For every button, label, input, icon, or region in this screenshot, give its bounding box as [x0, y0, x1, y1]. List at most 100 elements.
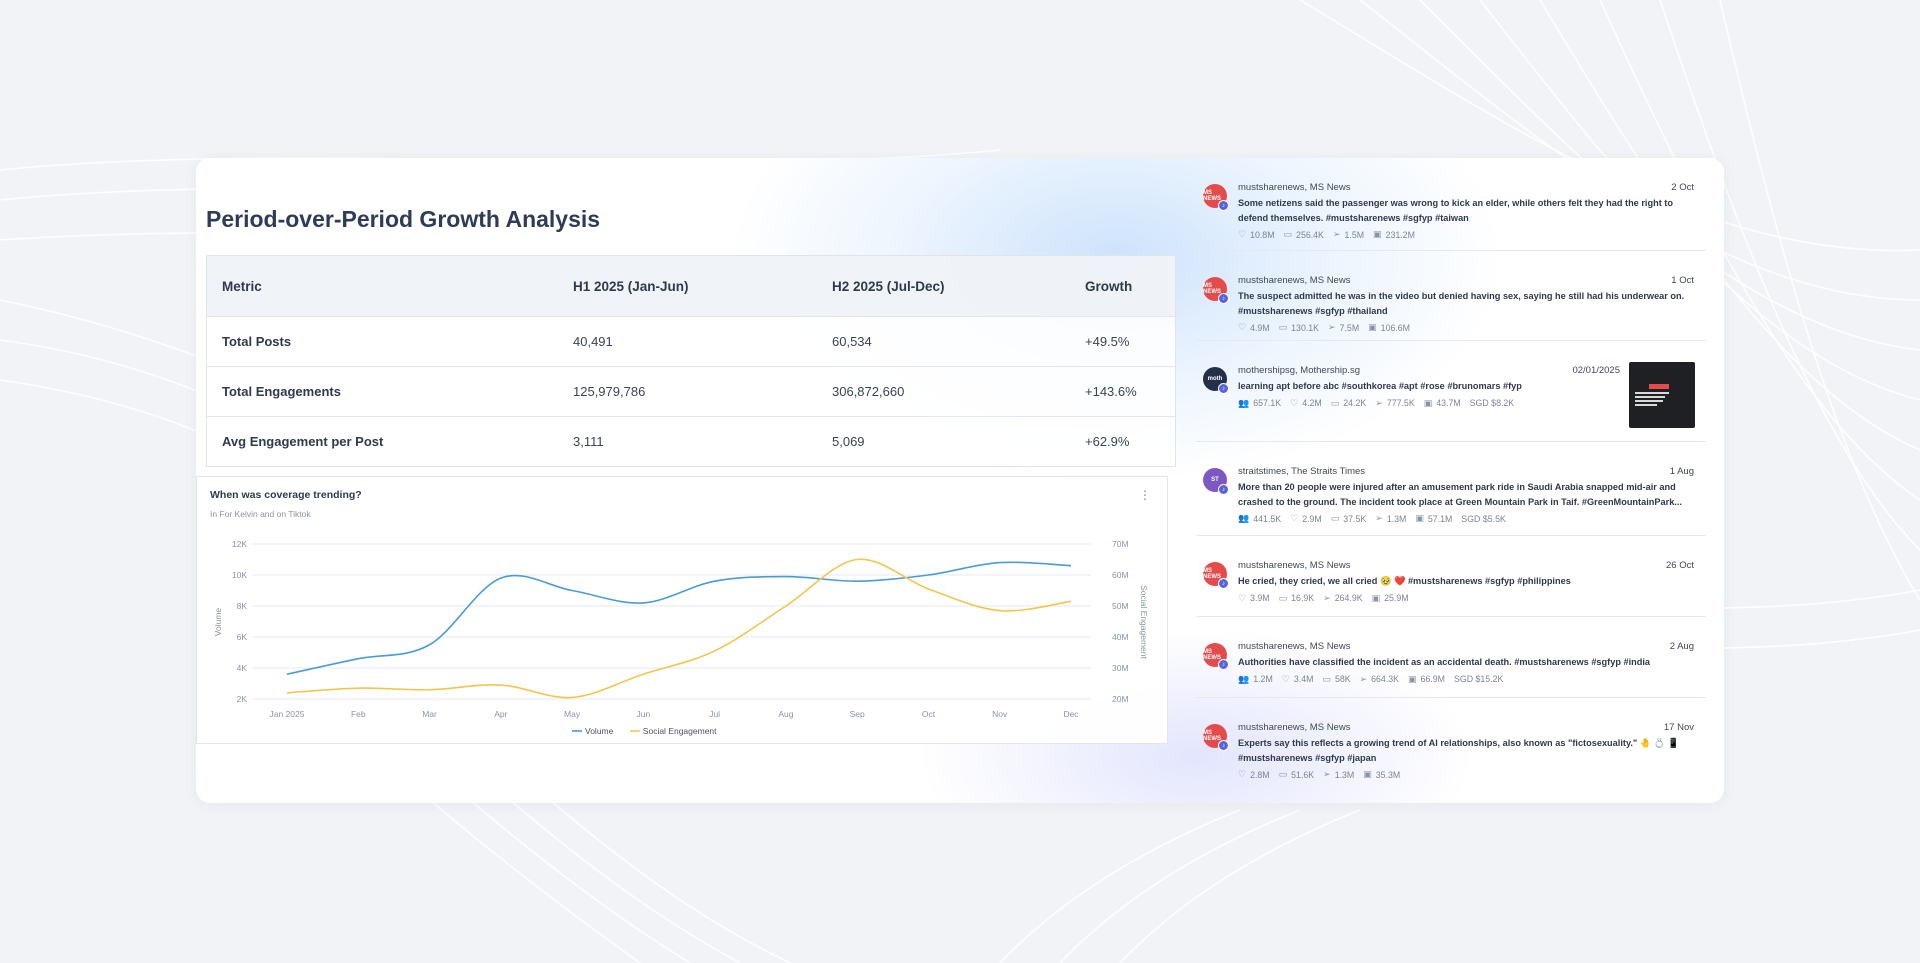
post-text[interactable]: The suspect admitted he was in the video…: [1238, 291, 1685, 316]
y2-tick-label: 20M: [1112, 694, 1129, 704]
post-author[interactable]: mustsharenews, MS News: [1238, 275, 1351, 286]
post-text[interactable]: Some netizens said the passenger was wro…: [1238, 198, 1673, 223]
feed-post[interactable]: MS NEWS ♪ mustsharenews, MS News 2 Oct Some …: [1196, 158, 1706, 251]
stat-value: 57.1M: [1427, 513, 1453, 524]
post-date: 2 Oct: [1671, 182, 1694, 193]
feed-post[interactable]: MS NEWS ♪ mustsharenews, MS News 2 Aug Autho…: [1196, 617, 1706, 698]
growth-table: Metric H1 2025 (Jan-Jun) H2 2025 (Jul-De…: [206, 255, 1176, 467]
post-author[interactable]: mothershipsg, Mothership.sg: [1238, 365, 1360, 376]
stat-value: 664.3K: [1371, 674, 1400, 684]
comment-icon: ▭: [1330, 513, 1340, 523]
table-row: Avg Engagement per Post 3,111 5,069 +62.…: [207, 416, 1175, 466]
stat-item: ▭ 24.2K: [1331, 398, 1367, 409]
page-title: Period-over-Period Growth Analysis: [206, 206, 601, 232]
x-tick-label: Jan 2025: [270, 709, 305, 719]
stat-item: ▣ 57.1M: [1415, 513, 1452, 524]
stat-item: SGD $8.2K: [1470, 398, 1515, 409]
series-line-social-engagement: [286, 558, 1072, 699]
stat-item: ♡ 3.9M: [1238, 593, 1270, 604]
post-text[interactable]: More than 20 people were injured after a…: [1238, 482, 1682, 507]
feed-post[interactable]: MS NEWS ♪ mustsharenews, MS News 17 Nov Expe…: [1196, 698, 1706, 803]
feed-post[interactable]: moth ♪ mothershipsg, Mothership.sg 02/01/20…: [1196, 341, 1706, 442]
post-date: 17 Nov: [1663, 722, 1694, 733]
feed-post[interactable]: ST ♪ straitstimes, The Straits Times 1 Aug M…: [1196, 442, 1706, 536]
stat-value: 3.4M: [1293, 674, 1314, 684]
stat-value: 4.9M: [1250, 322, 1270, 333]
table-header-row: Metric H1 2025 (Jan-Jun) H2 2025 (Jul-De…: [207, 256, 1175, 316]
growth-cell: +62.9%: [1085, 434, 1130, 449]
heart-icon: ♡: [1290, 513, 1299, 523]
stat-value: 777.5K: [1386, 398, 1415, 408]
stat-value: 1.3M: [1334, 769, 1355, 780]
followers-icon: 👥: [1238, 513, 1250, 523]
post-stats: 👥 441.5K ♡ 2.9M ▭ 37.5K ➢ 1.3M ▣ 57.1M SGD $5.5K: [1238, 513, 1506, 524]
stat-item: ♡ 4.2M: [1290, 398, 1322, 409]
stat-item: ▣ 106.6M: [1368, 322, 1410, 333]
post-stats: ♡ 4.9M ▭ 130.1K ➢ 7.5M ▣ 106.6M: [1238, 322, 1410, 333]
y-tick-label: 10K: [232, 570, 247, 580]
post-author[interactable]: mustsharenews, MS News: [1238, 560, 1351, 571]
stat-value: 4.2M: [1302, 398, 1322, 408]
h1-cell: 40,491: [573, 334, 613, 349]
y2-tick-label: 40M: [1112, 632, 1129, 642]
stat-item: ▭ 256.4K: [1284, 229, 1324, 240]
stat-item: SGD $5.5K: [1461, 513, 1506, 524]
heart-icon: ♡: [1281, 673, 1290, 684]
x-tick-label: Jul: [709, 709, 720, 719]
comment-icon: ▭: [1278, 322, 1288, 332]
share-icon: ➢: [1375, 397, 1383, 408]
post-text[interactable]: He cried, they cried, we all cried 🥹 ❤️ …: [1238, 576, 1571, 586]
followers-icon: 👥: [1238, 673, 1250, 684]
stat-value: SGD $5.5K: [1461, 513, 1506, 524]
stat-value: 43.7M: [1436, 398, 1461, 408]
post-feed: MS NEWS ♪ mustsharenews, MS News 2 Oct Some …: [1196, 158, 1716, 803]
feed-post[interactable]: MS NEWS ♪ mustsharenews, MS News 26 Oct He c…: [1196, 536, 1706, 617]
legend-label: Social Engagement: [643, 726, 717, 736]
views-icon: ▣: [1363, 769, 1372, 779]
metric-cell: Total Posts: [222, 334, 292, 349]
y-tick-label: 8K: [237, 601, 248, 611]
column-header-metric: Metric: [222, 278, 262, 294]
stat-item: ♡ 3.4M: [1282, 674, 1314, 685]
tiktok-icon: ♪: [1218, 200, 1229, 211]
x-tick-label: Apr: [494, 709, 507, 719]
y2-tick-label: 60M: [1112, 570, 1129, 580]
views-icon: ▣: [1373, 229, 1382, 239]
post-author[interactable]: mustsharenews, MS News: [1238, 641, 1351, 652]
thumbnail-caption-line: [1635, 396, 1665, 398]
more-vertical-icon[interactable]: ⋮: [1139, 488, 1151, 502]
post-text[interactable]: Authorities have classified the incident…: [1238, 657, 1651, 667]
post-text[interactable]: learning apt before abc #southkorea #apt…: [1238, 381, 1522, 391]
stat-value: 51.6K: [1291, 769, 1315, 780]
views-icon: ▣: [1368, 322, 1377, 332]
post-author[interactable]: mustsharenews, MS News: [1238, 722, 1351, 733]
stat-item: ▭ 16.9K: [1279, 593, 1315, 604]
coverage-trend-chart-card: 12K 10K 8K 6K 4K 2K 70M 60M 50M 40M 30M 20M Jan 2025…: [196, 476, 1168, 744]
post-date: 1 Oct: [1671, 275, 1694, 286]
post-stats: ♡ 2.8M ▭ 51.6K ➢ 1.3M ▣ 35.3M: [1238, 769, 1400, 780]
stat-item: ▣ 231.2M: [1373, 229, 1415, 240]
post-stats: ♡ 10.8M ▭ 256.4K ➢ 1.5M ▣ 231.2M: [1238, 229, 1415, 240]
post-author[interactable]: straitstimes, The Straits Times: [1238, 466, 1366, 477]
views-icon: ▣: [1408, 673, 1417, 684]
feed-post[interactable]: MS NEWS ♪ mustsharenews, MS News 1 Oct The s…: [1196, 251, 1706, 341]
y2-axis-label: Social Engagement: [1139, 585, 1149, 659]
comment-icon: ▭: [1283, 229, 1293, 239]
x-tick-label: Sep: [850, 709, 865, 719]
share-icon: ➢: [1375, 513, 1383, 523]
y2-tick-label: 30M: [1112, 663, 1129, 673]
post-author[interactable]: mustsharenews, MS News: [1238, 182, 1351, 193]
post-date: 1 Aug: [1669, 466, 1694, 477]
stat-item: ▭ 58K: [1322, 674, 1350, 685]
stat-value: 10.8M: [1250, 229, 1275, 240]
post-text[interactable]: Experts say this reflects a growing tren…: [1238, 738, 1680, 763]
h2-cell: 5,069: [832, 434, 865, 449]
comment-icon: ▭: [1278, 592, 1288, 603]
share-icon: ➢: [1323, 592, 1331, 603]
growth-cell: +49.5%: [1085, 334, 1130, 349]
post-thumbnail[interactable]: [1629, 362, 1695, 428]
stat-value: 256.4K: [1296, 229, 1324, 240]
stat-value: 24.2K: [1343, 398, 1367, 408]
y2-tick-label: 70M: [1112, 539, 1129, 549]
views-icon: ▣: [1423, 397, 1433, 408]
